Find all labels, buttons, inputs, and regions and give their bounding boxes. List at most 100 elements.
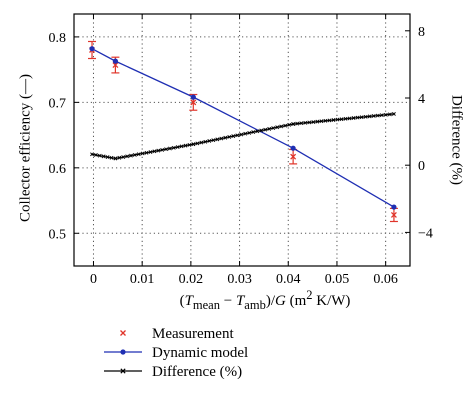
difference-point: [191, 142, 196, 147]
difference-point: [243, 131, 248, 136]
measurement-point: [112, 62, 119, 69]
difference-point: [295, 121, 300, 126]
difference-line: [91, 113, 394, 160]
difference-point: [303, 120, 308, 125]
difference-point: [379, 113, 384, 118]
difference-point: [375, 113, 380, 118]
difference-point: [132, 152, 137, 157]
difference-point: [351, 116, 356, 120]
x-tick-label: 0.06: [373, 272, 398, 287]
difference-point: [327, 118, 332, 123]
dynamic-model-point: [89, 46, 95, 52]
series: [88, 40, 398, 223]
legend-marker-difference: [120, 368, 126, 374]
difference-point: [391, 112, 396, 116]
difference-point: [339, 117, 344, 122]
difference-point: [315, 119, 320, 124]
difference-point: [307, 120, 312, 125]
difference-point: [187, 142, 192, 147]
legend-label: Difference (%): [152, 364, 242, 380]
y-tick-label: 0.5: [49, 227, 67, 242]
x-label-sub2: amb: [244, 298, 266, 312]
difference-point: [239, 132, 244, 137]
difference-point: [279, 124, 284, 129]
difference-point: [90, 152, 94, 157]
y-right-tick-label: 0: [418, 159, 425, 174]
difference-point: [291, 122, 296, 126]
difference-point: [343, 116, 348, 121]
difference-point: [144, 150, 149, 155]
difference-point: [215, 137, 220, 142]
x-tick-label: 0.02: [179, 272, 204, 287]
difference-point: [183, 143, 188, 148]
difference-point: [207, 139, 212, 143]
difference-point: [319, 119, 324, 124]
difference-point: [275, 125, 280, 130]
legend-marker-dynamic-model: [120, 349, 126, 355]
difference-point: [331, 118, 336, 122]
difference-point: [383, 112, 388, 117]
difference-point: [219, 136, 224, 141]
difference-point: [179, 144, 184, 149]
legend-marker-measurement: [120, 330, 126, 336]
difference-point: [195, 141, 200, 146]
difference-point: [259, 128, 264, 133]
difference-point: [117, 155, 122, 160]
difference-point: [93, 153, 98, 157]
difference-point: [121, 155, 126, 160]
dynamic-model-point: [290, 145, 296, 151]
difference-point: [101, 154, 106, 159]
dynamic-model-point: [391, 204, 397, 210]
y-right-tick-label: −4: [418, 226, 433, 241]
difference-point: [299, 121, 304, 126]
y-tick-label: 0.8: [49, 31, 67, 46]
difference-point: [199, 140, 204, 145]
y-right-tick-label: 4: [418, 92, 425, 107]
x-tick-label: 0.04: [276, 272, 301, 287]
difference-point: [152, 149, 157, 154]
difference-point: [136, 152, 141, 157]
difference-point: [251, 130, 256, 135]
measurement-point: [290, 153, 297, 160]
ticks: 0 0.01 0.02 0.03 0.04 0.05 0.06 0.5 0.6 0.7 0.8 −4 0…: [49, 14, 433, 287]
x-label-close: )/: [265, 293, 275, 309]
difference-point: [167, 146, 172, 151]
x-label-minus: −: [219, 293, 236, 309]
difference-point: [359, 115, 364, 120]
difference-point: [287, 122, 292, 127]
x-tick-label: 0.05: [325, 272, 350, 287]
difference-point: [105, 155, 110, 160]
difference-point: [335, 117, 340, 122]
x-label-sub1: mean: [192, 298, 220, 312]
legend-label: Measurement: [152, 326, 234, 342]
difference-point: [255, 129, 260, 134]
difference-point: [263, 127, 268, 132]
difference-point: [271, 126, 276, 131]
difference-point: [231, 134, 236, 139]
difference-point: [227, 134, 232, 139]
difference-point: [363, 114, 368, 119]
y-tick-label: 0.6: [49, 162, 67, 177]
y-right-tick-label: 8: [418, 25, 425, 40]
x-label-t2: T: [235, 293, 245, 309]
measurement-point: [190, 99, 197, 106]
x-axis-label: (Tmean − Tamb)/G (m2 K/W): [95, 288, 435, 313]
measurement-point: [390, 211, 397, 218]
x-label-unit-close: K/W): [312, 293, 351, 309]
difference-point: [113, 156, 118, 161]
legend-label: Dynamic model: [152, 345, 248, 361]
legend: Measurement Dynamic model Difference (%): [104, 326, 248, 380]
difference-point: [125, 154, 130, 159]
dynamic-model-point: [112, 58, 118, 64]
x-tick-label: 0.01: [130, 272, 155, 287]
difference-point: [156, 148, 161, 153]
dynamic-model-line: [91, 48, 395, 208]
difference-point: [97, 153, 102, 158]
difference-point: [235, 133, 240, 138]
x-label-sup: 2: [306, 288, 313, 302]
plot-frame: [73, 13, 411, 267]
difference-point: [171, 145, 176, 150]
difference-point: [371, 114, 376, 118]
